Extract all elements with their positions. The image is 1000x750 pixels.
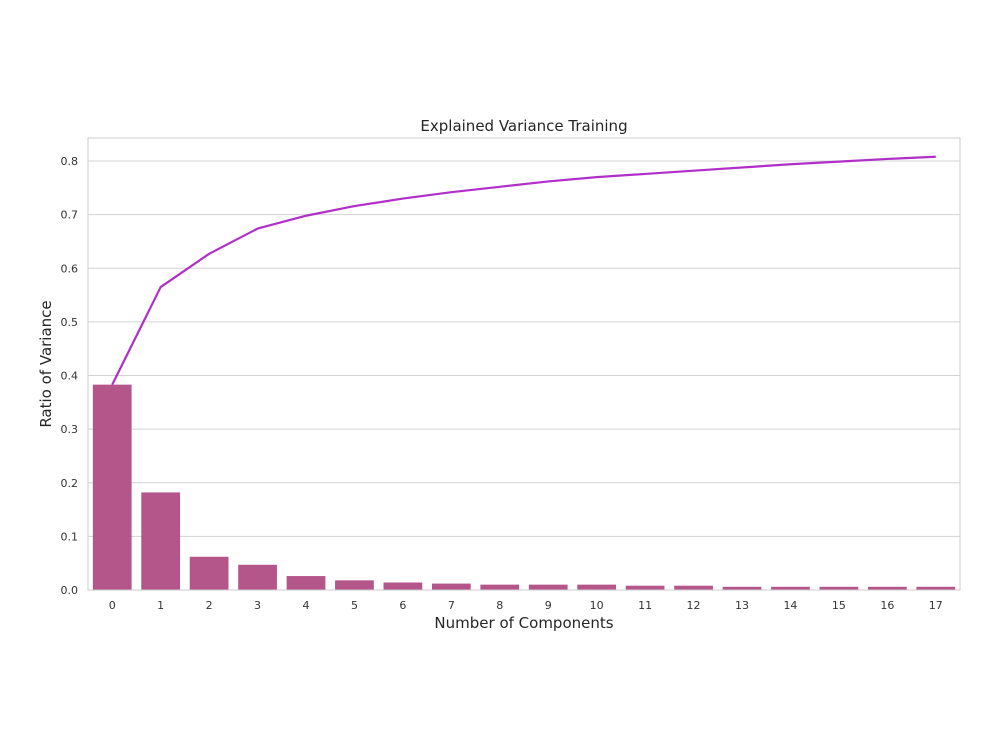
bar — [141, 492, 181, 590]
bar — [92, 384, 132, 590]
x-tick-label: 13 — [735, 599, 749, 612]
gridlines — [88, 160, 960, 537]
y-axis-title: Ratio of Variance — [37, 300, 55, 427]
y-tick-label: 0.0 — [61, 584, 79, 597]
bar — [722, 586, 762, 590]
cumulative-variance-line — [111, 155, 936, 386]
bar — [528, 584, 568, 590]
x-tick-label: 0 — [109, 599, 116, 612]
bar — [674, 585, 713, 590]
bar — [383, 582, 423, 590]
x-tick-label: 15 — [832, 599, 846, 612]
x-tick-label: 4 — [303, 599, 310, 612]
chart-title: Explained Variance Training — [420, 117, 627, 135]
y-tick-label: 0.4 — [61, 370, 79, 383]
x-tick-label: 2 — [206, 599, 213, 612]
bar — [867, 586, 907, 590]
x-tick-label: 8 — [496, 599, 503, 612]
y-tick-label: 0.7 — [61, 209, 79, 222]
x-tick-label: 5 — [351, 599, 358, 612]
bar — [771, 586, 810, 590]
plot-background — [88, 138, 960, 590]
x-tick-labels: 0 1 2 3 4 5 6 7 8 9 10 11 12 13 14 15 16 17 — [109, 599, 943, 612]
y-tick-label: 0.8 — [61, 155, 79, 168]
y-tick-label: 0.3 — [61, 423, 79, 436]
plot-frame — [87, 137, 961, 591]
bar — [916, 586, 956, 590]
bar — [480, 584, 520, 590]
bar — [335, 580, 374, 590]
x-tick-label: 16 — [880, 599, 894, 612]
y-tick-labels: 0.0 0.1 0.2 0.3 0.4 0.5 0.6 0.7 0.8 — [61, 155, 79, 597]
bar — [238, 564, 277, 590]
x-tick-label: 3 — [254, 599, 261, 612]
x-tick-label: 7 — [448, 599, 455, 612]
x-tick-label: 17 — [929, 599, 943, 612]
x-tick-label: 10 — [590, 599, 604, 612]
y-tick-label: 0.2 — [61, 477, 79, 490]
x-tick-label: 6 — [399, 599, 406, 612]
y-tick-label: 0.1 — [61, 530, 79, 543]
y-tick-label: 0.6 — [61, 262, 79, 275]
bar — [577, 584, 617, 590]
x-tick-label: 14 — [783, 599, 797, 612]
bar — [819, 586, 859, 590]
x-axis-title: Number of Components — [434, 614, 613, 632]
bar — [189, 556, 229, 590]
bars — [92, 384, 956, 590]
x-tick-label: 9 — [545, 599, 552, 612]
y-tick-label: 0.5 — [61, 316, 79, 329]
x-tick-label: 12 — [687, 599, 701, 612]
bar — [286, 576, 326, 590]
bar — [625, 585, 665, 590]
bar — [431, 583, 471, 590]
x-tick-label: 11 — [638, 599, 652, 612]
x-tick-label: 1 — [157, 599, 164, 612]
